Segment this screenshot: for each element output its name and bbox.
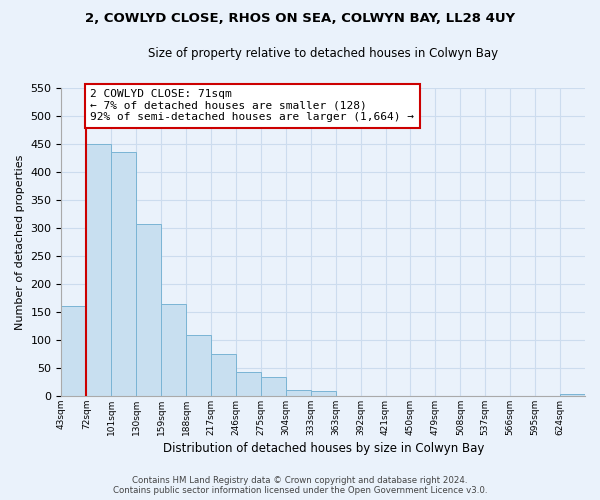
Y-axis label: Number of detached properties: Number of detached properties (15, 154, 25, 330)
Bar (311, 392, 335, 396)
Bar (111, 152, 136, 396)
Bar (86, 144, 111, 396)
Text: 2, COWLYD CLOSE, RHOS ON SEA, COLWYN BAY, LL28 4UY: 2, COWLYD CLOSE, RHOS ON SEA, COLWYN BAY… (85, 12, 515, 26)
Bar (211, 354, 236, 396)
Text: Contains HM Land Registry data © Crown copyright and database right 2024.
Contai: Contains HM Land Registry data © Crown c… (113, 476, 487, 495)
Bar (560, 394, 585, 396)
Bar (186, 336, 211, 396)
Bar (136, 224, 161, 396)
X-axis label: Distribution of detached houses by size in Colwyn Bay: Distribution of detached houses by size … (163, 442, 484, 455)
Bar (286, 390, 311, 396)
Bar (61, 306, 86, 396)
Bar (261, 378, 286, 396)
Bar (161, 304, 186, 396)
Title: Size of property relative to detached houses in Colwyn Bay: Size of property relative to detached ho… (148, 48, 498, 60)
Bar (236, 372, 261, 396)
Text: 2 COWLYD CLOSE: 71sqm
← 7% of detached houses are smaller (128)
92% of semi-deta: 2 COWLYD CLOSE: 71sqm ← 7% of detached h… (90, 89, 414, 122)
